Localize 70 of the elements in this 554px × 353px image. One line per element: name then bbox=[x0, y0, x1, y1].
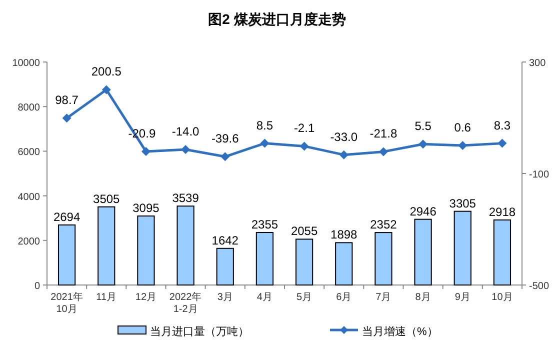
point bbox=[260, 138, 270, 148]
data-label: -2.1 bbox=[294, 121, 315, 136]
bar bbox=[256, 232, 274, 286]
x-tick-label: 11月 bbox=[96, 292, 117, 303]
point bbox=[339, 150, 348, 160]
x-tick-label: 2021年 10月 bbox=[50, 291, 83, 315]
bar bbox=[216, 248, 234, 286]
data-label: 2355 bbox=[251, 217, 278, 232]
data-label: 2694 bbox=[53, 210, 80, 224]
bar bbox=[493, 219, 512, 286]
point bbox=[141, 146, 150, 156]
point bbox=[102, 85, 111, 94]
point bbox=[62, 114, 72, 123]
data-label: 3305 bbox=[449, 196, 476, 210]
bar bbox=[335, 242, 353, 286]
point bbox=[220, 152, 230, 162]
legend-label: 当月增速（%） bbox=[362, 325, 438, 338]
bar bbox=[454, 210, 472, 286]
x-tick-label: 3月 bbox=[217, 292, 233, 303]
point bbox=[181, 145, 190, 154]
y-tick-label: 6000 bbox=[18, 147, 40, 158]
data-label: 98.7 bbox=[55, 93, 79, 108]
data-label: 2352 bbox=[370, 218, 398, 232]
x-tick-label: 5月 bbox=[296, 292, 312, 303]
data-label: -14.0 bbox=[172, 124, 200, 139]
data-label: 5.5 bbox=[414, 119, 432, 134]
y-tick-label: 2000 bbox=[18, 236, 40, 248]
data-label: -39.6 bbox=[211, 132, 240, 146]
x-tick-label: 6月 bbox=[336, 292, 352, 303]
point bbox=[458, 140, 468, 150]
y-tick-label: 4000 bbox=[18, 192, 40, 203]
data-label: 2055 bbox=[290, 224, 318, 238]
y2-tick-label: 300 bbox=[529, 58, 546, 69]
bar bbox=[295, 238, 314, 286]
x-tick-label: 4月 bbox=[256, 292, 272, 303]
data-label: 3095 bbox=[132, 200, 160, 215]
bar bbox=[98, 206, 116, 286]
y2-tick-label: -100 bbox=[529, 170, 550, 180]
data-label: 2946 bbox=[410, 204, 437, 218]
data-label: -21.8 bbox=[370, 126, 398, 141]
point bbox=[300, 142, 309, 151]
point bbox=[498, 138, 507, 148]
point bbox=[378, 147, 388, 156]
data-label: 200.5 bbox=[91, 64, 122, 79]
x-tick-label: 10月 bbox=[492, 292, 513, 303]
data-label: -33.0 bbox=[330, 130, 358, 144]
data-label: 1898 bbox=[330, 228, 358, 242]
data-label: 2918 bbox=[488, 204, 516, 219]
data-label: 0.6 bbox=[454, 120, 472, 134]
bar bbox=[137, 215, 155, 286]
x-tick-label: 8月 bbox=[415, 292, 431, 303]
y-tick-label: 8000 bbox=[18, 102, 40, 114]
data-label: 8.3 bbox=[494, 118, 511, 132]
x-tick-label: 7月 bbox=[376, 292, 392, 303]
y-tick-label: 0 bbox=[34, 281, 40, 292]
y-tick-label: 10000 bbox=[12, 58, 40, 69]
data-label: 3505 bbox=[93, 192, 120, 206]
bar bbox=[374, 232, 392, 286]
bar bbox=[414, 218, 432, 286]
bar bbox=[176, 206, 194, 286]
chart-title: 图2 煤炭进口月度走势 bbox=[208, 11, 346, 27]
x-tick-label: 9月 bbox=[454, 292, 470, 303]
bar bbox=[58, 224, 76, 286]
data-label: 1642 bbox=[212, 233, 239, 248]
data-label: 8.5 bbox=[256, 118, 274, 132]
x-tick-label: 12月 bbox=[135, 292, 157, 303]
legend-label: 当月进口量（万吨） bbox=[150, 325, 249, 338]
data-label: 3539 bbox=[172, 191, 200, 206]
y2-tick-label: -500 bbox=[529, 281, 550, 292]
x-tick-label: 2022年 1-2月 bbox=[169, 291, 202, 315]
